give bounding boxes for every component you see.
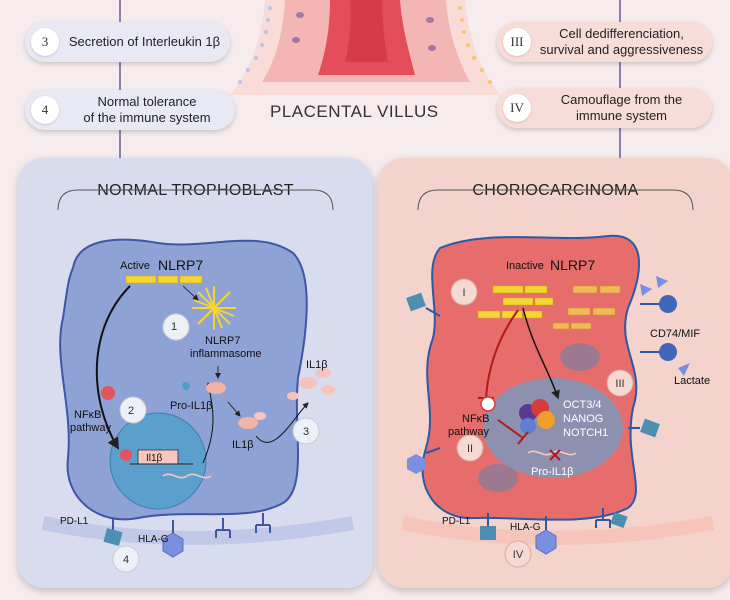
chorio-nfkb-line2: pathway	[448, 426, 489, 438]
membrane-strip	[41, 516, 355, 545]
nlrp7-to-nucleus-arrow	[95, 285, 131, 450]
gene-label: Il1β	[146, 453, 163, 464]
normal-trophoblast-panel: NORMAL TROPHOBLAST	[18, 158, 373, 588]
step-II-label: II	[467, 443, 473, 455]
oct-label: OCT3/4	[563, 399, 602, 411]
villus-vessel-core	[345, 0, 388, 62]
item-4-text-line2: of the immune system	[83, 110, 211, 125]
step-IV-label: IV	[513, 549, 524, 561]
step-I-label: I	[462, 287, 465, 299]
item-III-text: Cell dedifferenciation, survival and agg…	[531, 26, 712, 58]
pdl1-receptor-icon	[103, 518, 123, 546]
item-III-text-line2: survival and aggressiveness	[539, 42, 704, 57]
inactive-nlrp7-bars	[477, 285, 554, 319]
item-4-number: 4	[31, 96, 59, 124]
item-IV-text-line1: Camouflage from the	[560, 92, 683, 107]
step-1-label: 1	[171, 321, 177, 333]
trophoblast-dots-right	[458, 6, 492, 84]
item-IV-number: IV	[503, 94, 531, 122]
chorio-nlrp7-label: NLRP7	[550, 257, 595, 273]
item-4-text-line1: Normal tolerance	[97, 94, 197, 109]
nfkb-inactive-dot	[480, 396, 496, 412]
step-2-label: 2	[128, 405, 134, 417]
nfkb-line1: NFκB	[74, 409, 102, 421]
lactate-triangle-icon	[640, 276, 690, 376]
inflammasome-line1: NLRP7	[205, 335, 240, 347]
item-IV-text-line2: immune system	[575, 108, 668, 123]
choriocarcinoma-panel: CHORIOCARCINOMA	[378, 158, 730, 588]
step-II-circle	[456, 434, 484, 462]
pro-il1b-label: Pro-IL1β	[170, 400, 212, 412]
item-3-text: Secretion of Interleukin 1β	[68, 34, 221, 49]
chorio-pdl1-label: PD-L1	[442, 516, 471, 527]
nlrp7-label: NLRP7	[158, 257, 203, 273]
step-I-circle	[450, 278, 478, 306]
item-III-text-line1: Cell dedifferenciation,	[559, 26, 684, 41]
step-3-circle	[292, 417, 320, 445]
chorio-hlag-label: HLA-G	[510, 522, 541, 533]
step-4-label: 4	[123, 554, 129, 566]
placental-villus-label: PLACENTAL VILLUS	[270, 102, 439, 121]
step-4-circle	[112, 545, 140, 573]
blocked-x-icon	[549, 449, 561, 461]
il1b-outer-label: IL1β	[306, 359, 328, 371]
tumor-pdl1-icon	[480, 513, 496, 540]
inactive-label: Inactive	[506, 260, 544, 272]
hlag-label: HLA-G	[138, 534, 169, 545]
item-IV-text: Camouflage from the immune system	[531, 92, 712, 124]
step-III-circle	[606, 369, 634, 397]
tumor-nucleus	[483, 378, 623, 478]
tumor-left-receptors	[406, 292, 441, 474]
nfkb-dot	[101, 386, 115, 400]
hlag-hexagon-icon	[162, 520, 184, 558]
active-label: Active	[120, 260, 150, 272]
title-frame	[417, 189, 694, 211]
tumor-fork-icon	[595, 508, 628, 529]
tumor-right-receptors	[628, 418, 660, 438]
notch-label: NOTCH1	[563, 427, 608, 439]
item-4-pill: 4 Normal tolerance of the immune system	[25, 90, 235, 130]
step-3-label: 3	[303, 426, 309, 438]
trophoblast-dots-left	[238, 6, 272, 84]
step-III-label: III	[615, 378, 624, 390]
villus-cells	[292, 12, 436, 51]
tumor-cell-diagram: Inactive NLRP7 I II III IV NFκB pathway …	[401, 189, 715, 568]
item-IV-pill: IV Camouflage from the immune system	[497, 88, 712, 128]
item-3-number: 3	[31, 28, 59, 56]
item-III-number: III	[503, 28, 531, 56]
cd74-label: CD74/MIF	[650, 328, 700, 340]
step-IV-circle	[504, 540, 532, 568]
il1b-inner-label: IL1β	[232, 439, 254, 451]
normal-cell-diagram: Active NLRP7 1 2 3 4 NLRP7 inflammasome …	[41, 189, 355, 573]
receptor-fork-icon	[215, 513, 271, 538]
inhibition-line	[485, 309, 519, 399]
item-III-pill: III Cell dedifferenciation, survival and…	[497, 22, 712, 62]
inactive-nlrp7-orange-bars	[552, 285, 621, 330]
nanog-label: NANOG	[563, 413, 603, 425]
nfkb-line2: pathway	[70, 422, 111, 434]
secreted-il1b-blobs	[287, 368, 335, 400]
chorio-nfkb-line1: NFκB	[462, 413, 490, 425]
step-1-circle	[162, 313, 190, 341]
chorio-pro-il1b-label: Pro-IL1β	[531, 466, 573, 478]
inflammasome-line2: inflammasome	[190, 348, 262, 360]
cd74-receptor-icon	[640, 295, 677, 361]
item-4-text: Normal tolerance of the immune system	[59, 94, 235, 126]
lactate-label: Lactate	[674, 375, 710, 387]
tumor-hlag-icon	[535, 516, 557, 555]
pdl1-label: PD-L1	[60, 516, 89, 527]
step-2-circle	[119, 396, 147, 424]
title-frame	[57, 189, 334, 211]
item-3-pill: 3 Secretion of Interleukin 1β	[25, 22, 230, 62]
active-nlrp7-bars	[125, 275, 203, 284]
inflammasome-star-icon	[192, 286, 236, 330]
